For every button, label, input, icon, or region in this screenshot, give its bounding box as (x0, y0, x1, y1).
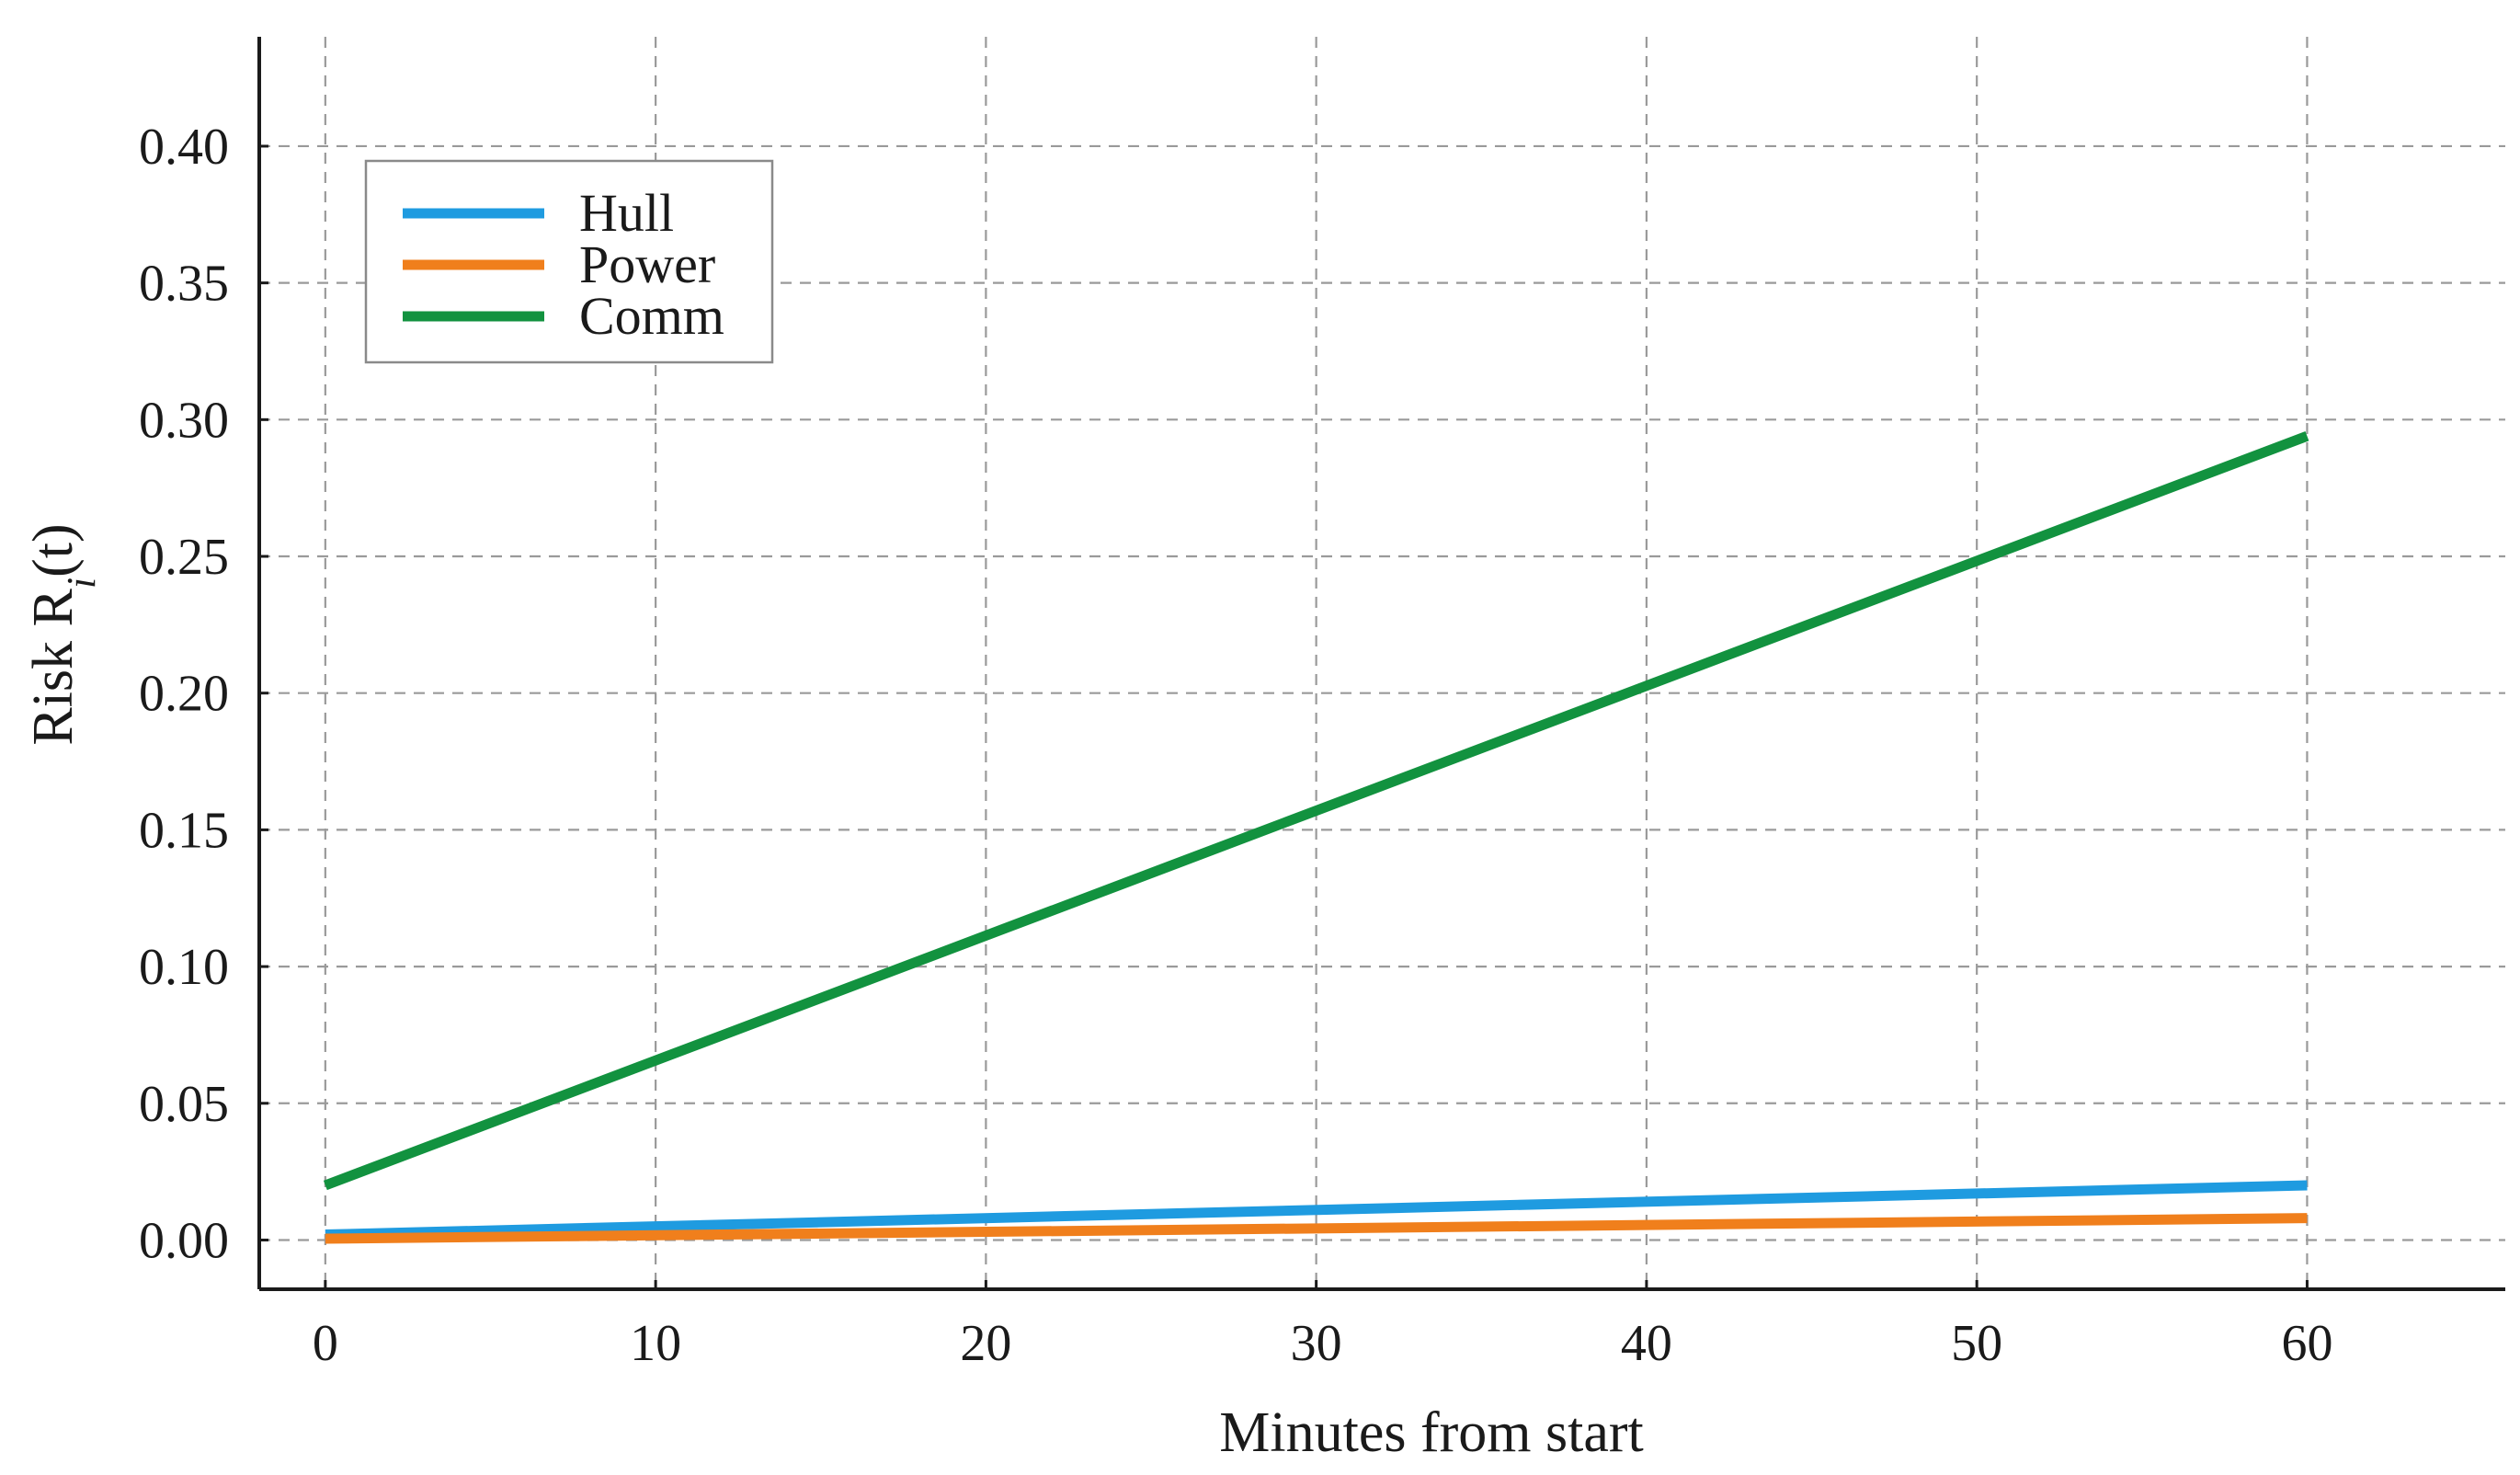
y-tick-label: 0.05 (139, 1076, 229, 1133)
axes (257, 37, 2505, 1291)
y-tick-label: 0.20 (139, 666, 229, 723)
x-tick-label: 40 (1621, 1315, 1672, 1372)
x-tick-label: 20 (960, 1315, 1011, 1372)
series-lines (323, 431, 2309, 1244)
legend-label-comm: Comm (579, 286, 724, 346)
y-tick-label: 0.35 (139, 256, 229, 313)
series-line-hull (325, 1180, 2308, 1241)
y-axis-label: Risk Ri(t) (22, 523, 104, 745)
x-tick-label: 10 (630, 1315, 681, 1372)
x-axis-label: Minutes from start (1219, 1401, 1644, 1464)
y-axis-label-main: Risk R (22, 588, 85, 745)
y-tick-label: 0.15 (139, 802, 229, 859)
grid (259, 37, 2505, 1289)
y-axis-label-subscript: i (59, 577, 104, 589)
y-tick-label: 0.30 (139, 392, 229, 449)
x-tick-label: 50 (1951, 1315, 2002, 1372)
y-tick-label: 0.40 (139, 119, 229, 176)
series-line-comm (323, 431, 2309, 1191)
x-tick-label: 0 (313, 1315, 338, 1372)
y-tick-label: 0.00 (139, 1212, 229, 1269)
x-tick-label: 30 (1291, 1315, 1342, 1372)
series-line-power (325, 1213, 2308, 1244)
y-tick-label: 0.25 (139, 529, 229, 586)
legend-box (364, 159, 774, 364)
legend-label-power: Power (579, 234, 715, 294)
y-tick-label: 0.10 (139, 939, 229, 996)
legend-label-hull: Hull (579, 183, 674, 243)
tick-labels: 0 10 20 30 40 50 60 0.00 0.05 0.10 0.15 0.20 0.25 0.3… (139, 119, 2332, 1372)
x-tick-label: 60 (2281, 1315, 2332, 1372)
y-axis-label-suffix: (t) (22, 523, 85, 577)
